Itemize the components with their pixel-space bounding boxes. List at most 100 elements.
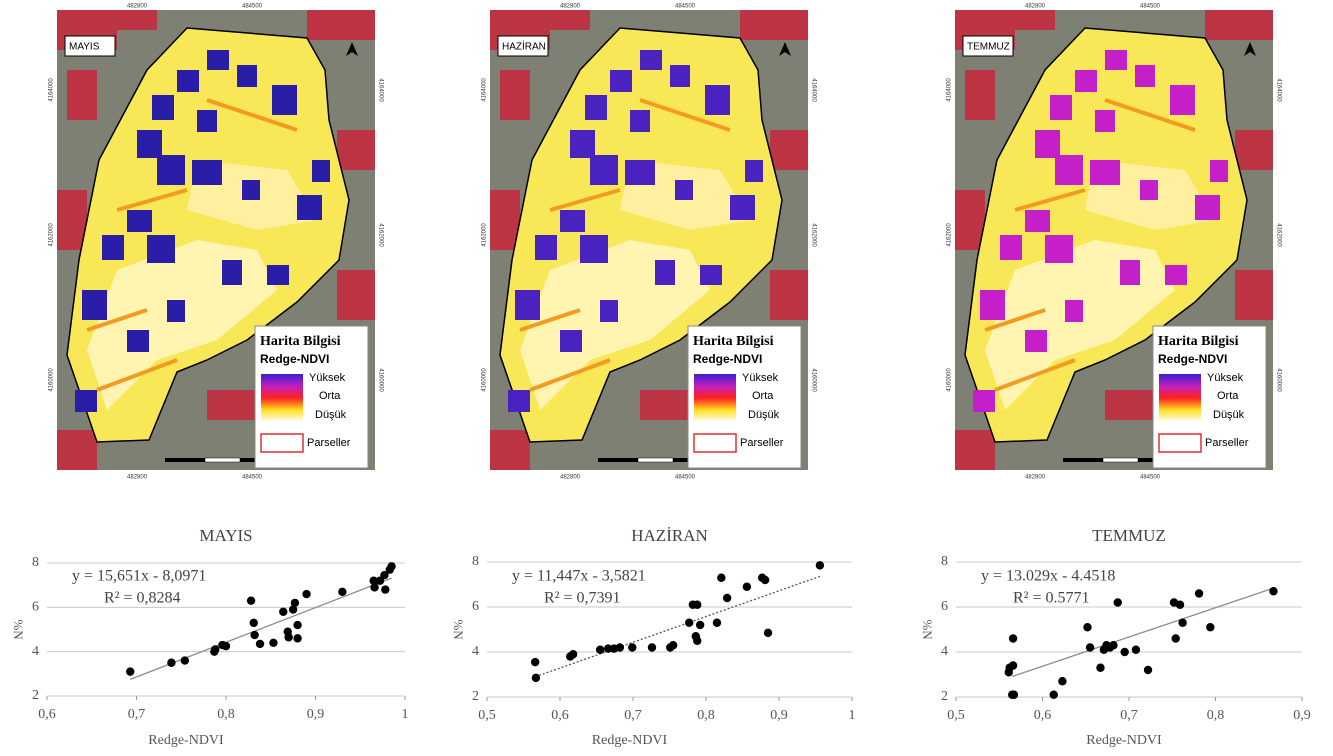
legend-item: Parseller: [740, 437, 784, 449]
map-patch: [57, 430, 97, 470]
map-patch: [490, 430, 530, 470]
scatter-chart: HAZİRAN 2 4 6 8 0,5 0,6 0,7 0,8 0,9 1 Redge-NDVI %N y…: [451, 526, 855, 748]
legend-item: Yüksek: [1207, 372, 1244, 384]
y-tick-label: 8: [941, 554, 948, 569]
legend-title: Harita Bilgisi: [260, 334, 341, 349]
data-point: [615, 643, 625, 652]
data-point: [815, 561, 825, 570]
data-point: [255, 639, 265, 649]
data-point: [380, 570, 389, 580]
y-axis-label: %N: [11, 619, 26, 640]
y-tick-label: 8: [32, 555, 39, 570]
data-point: [1120, 647, 1129, 657]
data-point: [293, 620, 302, 630]
map-label-box: [64, 35, 116, 57]
data-point: [221, 641, 231, 651]
scatter-chart: MAYIS 2 4 6 8 0,6 0,7 0,8 0,9 1 Redge-NDVI %N y = 15…: [11, 526, 408, 748]
legend-item: Düşük: [315, 409, 347, 421]
data-point: [370, 583, 379, 592]
r-squared: R² = 0.5771: [1013, 590, 1090, 607]
coord-label: 482800: [560, 475, 581, 481]
map-patch: [740, 10, 808, 40]
data-point: [693, 636, 702, 645]
data-point: [369, 576, 378, 585]
data-point: [293, 634, 302, 643]
scale-bar: [165, 458, 205, 462]
legend-item: Orta: [1217, 390, 1239, 402]
legend-item: Orta: [752, 390, 774, 402]
coord-label: 482800: [1025, 4, 1046, 10]
legend-subtitle: Redge-NDVI: [1158, 352, 1227, 366]
data-point: [279, 607, 288, 616]
map-patch: [1015, 10, 1055, 30]
y-tick-label: 8: [472, 554, 479, 569]
data-point: [1113, 598, 1122, 607]
coord-label: 4164000: [810, 78, 816, 102]
x-tick-label: 1: [402, 707, 409, 722]
coord-label: 482800: [127, 4, 148, 10]
legend-parcel: [693, 433, 737, 453]
data-point: [1194, 589, 1204, 598]
data-point: [742, 582, 752, 591]
x-tick-label: 0,5: [947, 708, 965, 723]
y-tick-label: 2: [472, 689, 479, 704]
data-point: [668, 641, 678, 650]
legend-item: Parseller: [1205, 437, 1249, 449]
data-point: [1143, 665, 1153, 675]
coord-label: 4160000: [377, 368, 383, 392]
x-tick-label: 0,7: [1120, 708, 1138, 723]
x-tick-label: 0,8: [697, 708, 715, 723]
data-point: [269, 638, 278, 647]
data-point: [1269, 587, 1278, 596]
y-axis-label: %N: [451, 619, 466, 640]
equation: y = 11,447x - 3,5821: [512, 568, 646, 585]
legend-item: Yüksek: [309, 372, 346, 384]
map-label: TEMMUZ: [967, 42, 1010, 53]
data-point: [1109, 641, 1118, 650]
map-patch: [67, 70, 97, 120]
data-point: [1058, 677, 1067, 686]
legend-item: Yüksek: [742, 372, 779, 384]
data-point: [603, 644, 613, 653]
data-point: [1009, 690, 1019, 699]
y-tick-label: 6: [32, 600, 39, 615]
data-point: [1171, 634, 1180, 643]
coord-label: 482800: [1025, 475, 1046, 481]
y-axis-label: %N: [920, 619, 935, 640]
legend-subtitle: Redge-NDVI: [260, 352, 329, 366]
data-point: [685, 618, 694, 627]
map-patch: [965, 70, 995, 120]
data-point: [763, 628, 773, 638]
coord-label: 4162000: [810, 223, 816, 247]
coord-label: 482800: [127, 475, 148, 481]
data-point: [568, 650, 578, 659]
map-patch: [307, 10, 375, 40]
map-patch: [1205, 10, 1273, 40]
map-patch: [955, 430, 995, 470]
coord-label: 484500: [675, 475, 696, 481]
x-axis-label: Redge-NDVI: [1086, 733, 1162, 748]
data-point: [302, 589, 311, 599]
legend-item: Düşük: [1213, 409, 1245, 421]
data-point: [693, 600, 702, 609]
x-tick-label: 0,6: [38, 707, 56, 722]
data-point: [180, 656, 190, 665]
data-point: [1008, 634, 1018, 643]
legend-item: Düşük: [748, 409, 780, 421]
data-point: [284, 633, 293, 642]
map: HAZİRAN 482800 482800 484500 484500 4164000 41…: [482, 4, 817, 481]
map-patch: [1235, 130, 1273, 170]
legend-gradient: [1159, 374, 1201, 422]
r-squared: R² = 0,8284: [104, 590, 181, 607]
x-axis-label: Redge-NDVI: [148, 733, 224, 748]
y-tick-label: 4: [472, 644, 479, 659]
data-point: [695, 620, 705, 630]
legend-item: Parseller: [307, 437, 351, 449]
data-point: [338, 587, 347, 597]
y-tick-label: 4: [32, 644, 39, 659]
map-label: HAZİRAN: [502, 40, 546, 53]
data-point: [1175, 600, 1185, 609]
data-point: [1178, 618, 1187, 627]
x-tick-label: 0,6: [551, 708, 569, 723]
